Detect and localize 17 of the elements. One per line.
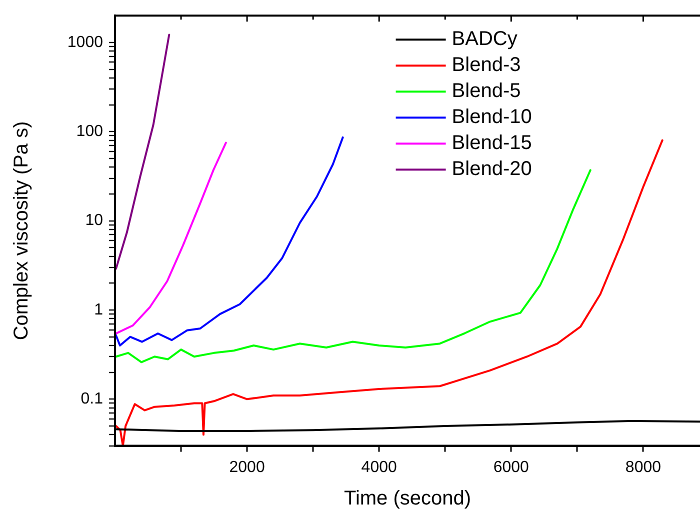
legend-label: Blend-5 [452,80,521,102]
y-axis-title: Complex viscosity (Pa s) [10,121,33,340]
legend-label: BADCy [452,28,518,50]
x-tick-label: 6000 [493,458,530,476]
legend-label: Blend-20 [452,158,532,180]
legend-label: Blend-3 [452,54,521,76]
x-axis-title: Time (second) [344,488,472,510]
y-tick-label: 1 [94,301,104,318]
legend-label: Blend-15 [452,132,532,154]
y-tick-label: 100 [76,123,104,140]
x-tick-label: 8000 [625,458,662,476]
y-tick-label: 1000 [67,34,104,51]
x-tick-label: 4000 [361,458,398,476]
legend-label: Blend-10 [452,106,532,128]
y-tick-label: 10 [85,212,104,230]
x-tick-label: 2000 [229,458,265,476]
y-tick-label: 0.1 [80,390,104,408]
